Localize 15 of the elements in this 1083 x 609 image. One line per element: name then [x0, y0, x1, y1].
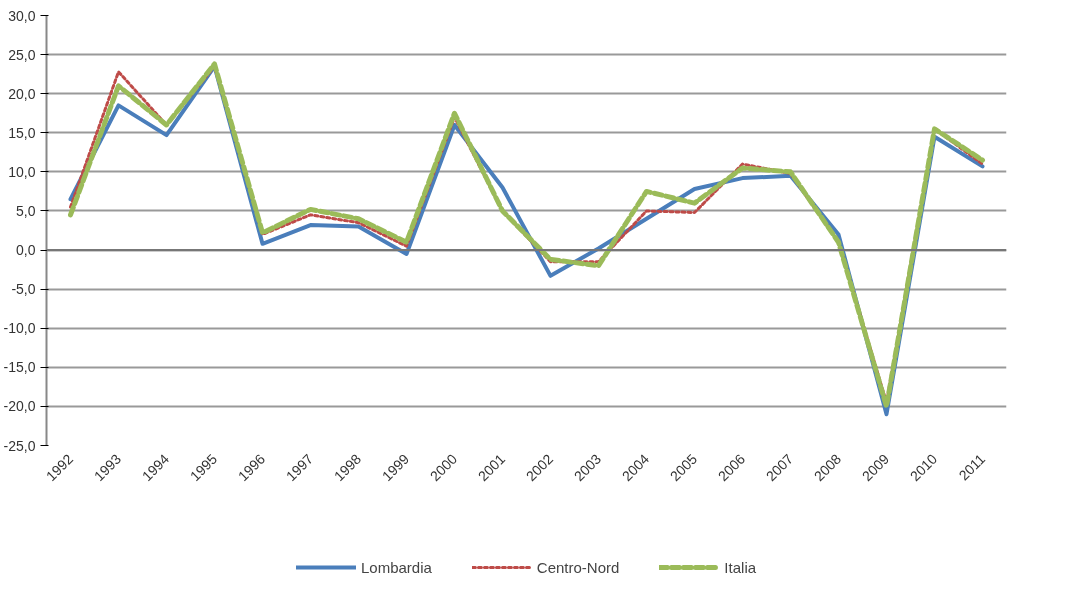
y-tick-label: -15,0: [3, 359, 36, 376]
legend-label: Italia: [724, 558, 757, 576]
y-tick-label: 15,0: [8, 124, 36, 141]
y-tick-label: -25,0: [3, 437, 36, 454]
y-tick-label: 0,0: [16, 242, 36, 259]
y-tick-label: -5,0: [11, 281, 36, 298]
y-tick-label: 30,0: [8, 7, 36, 24]
y-tick-label: 25,0: [8, 46, 36, 63]
y-tick-label: -10,0: [3, 320, 36, 337]
y-tick-label: -20,0: [3, 398, 36, 415]
y-tick-label: 5,0: [16, 202, 36, 219]
legend-label: Lombardia: [360, 558, 432, 576]
y-tick-label: 20,0: [8, 85, 36, 102]
y-tick-label: 10,0: [8, 163, 36, 180]
legend-label: Centro-Nord: [536, 558, 620, 576]
